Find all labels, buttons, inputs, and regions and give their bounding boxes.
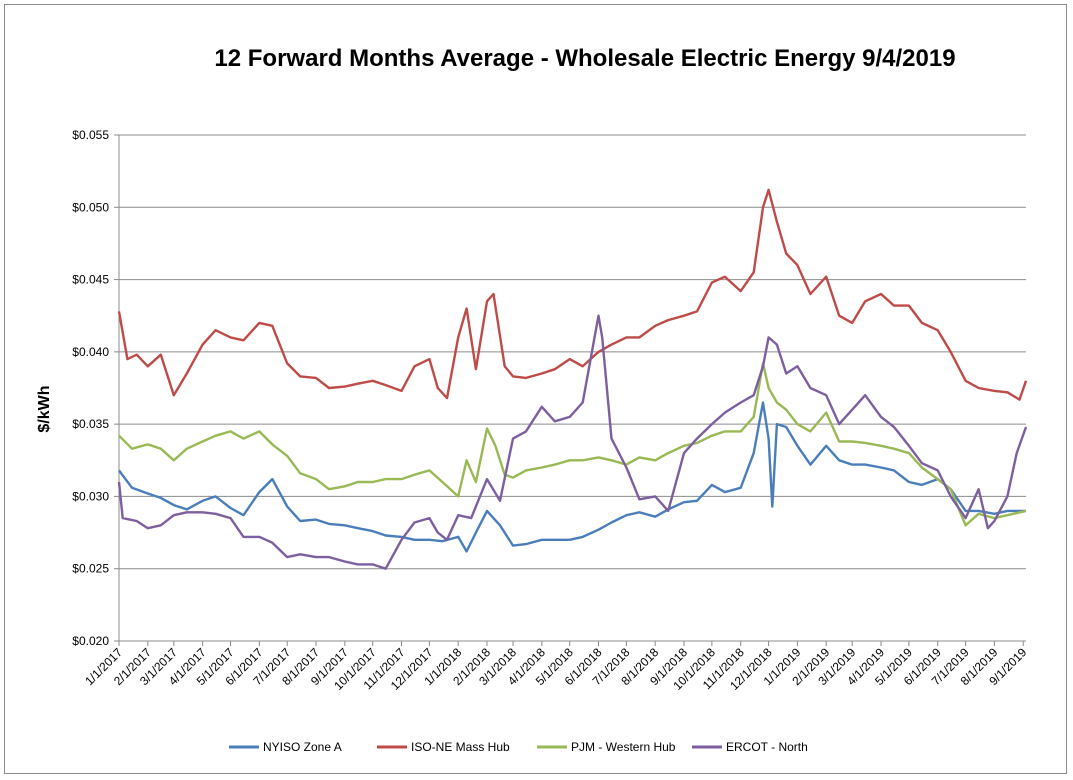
- y-tick-label: $0.035: [72, 417, 109, 431]
- legend-iso-ne-mass-hub-label: ISO-NE Mass Hub: [411, 740, 510, 754]
- legend-ercot-north-label: ERCOT - North: [726, 740, 808, 754]
- line-chart: 12 Forward Months Average - Wholesale El…: [36, 45, 1030, 754]
- y-tick-label: $0.055: [72, 128, 109, 142]
- series-line-pjm-western-hub: [118, 362, 1027, 527]
- series-lines: [117, 188, 1028, 570]
- y-tick-label: $0.025: [72, 562, 109, 576]
- series-line-iso-ne-mass-hub: [117, 188, 1028, 401]
- gridlines: [118, 134, 1026, 642]
- y-tick-label: $0.045: [72, 273, 109, 287]
- y-axis-label: $/kWh: [36, 385, 53, 432]
- legend-pjm-western-hub-label: PJM - Western Hub: [571, 740, 676, 754]
- y-tick-label: $0.020: [72, 634, 109, 648]
- legend: NYISO Zone A ISO-NE Mass Hub PJM - Western…: [229, 740, 808, 754]
- y-tick-label: $0.050: [72, 200, 109, 214]
- series-line-nyiso-zone-a: [118, 401, 1026, 553]
- y-tick-label: $0.040: [72, 345, 109, 359]
- x-axis-ticks: 1/1/20172/1/20173/1/20174/1/20175/1/2017…: [82, 641, 1030, 693]
- chart-frame: 12 Forward Months Average - Wholesale El…: [4, 4, 1067, 774]
- chart-title: 12 Forward Months Average - Wholesale El…: [214, 45, 955, 72]
- y-axis-ticks: $0.020 $0.025 $0.030 $0.035 $0.040 $0.045 $0.0…: [72, 128, 119, 648]
- y-tick-label: $0.030: [72, 489, 109, 503]
- series-line-ercot-north: [117, 314, 1028, 570]
- legend-nyiso-zone-a-label: NYISO Zone A: [263, 740, 342, 754]
